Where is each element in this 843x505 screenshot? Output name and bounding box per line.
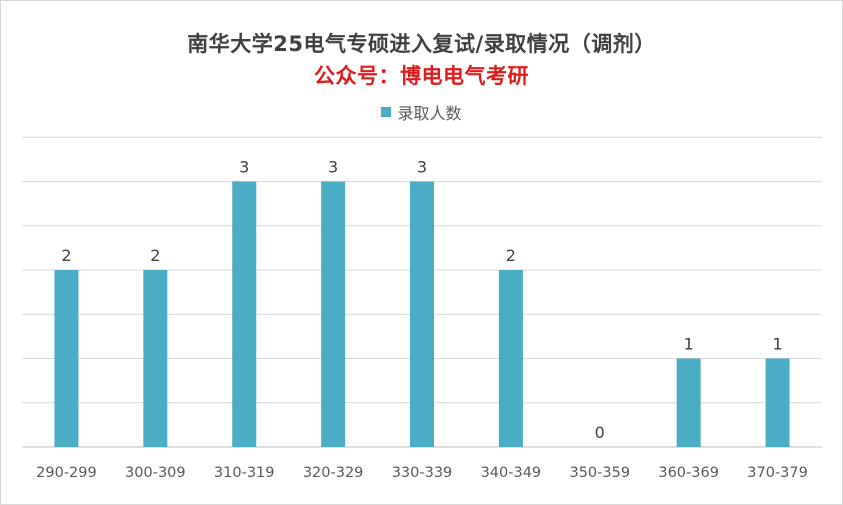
- data-label: 3: [417, 158, 427, 177]
- data-label: 1: [772, 335, 782, 354]
- x-tick-label: 310-319: [214, 465, 275, 481]
- data-label: 2: [150, 246, 160, 265]
- bar: [765, 358, 790, 447]
- x-tick-label: 330-339: [392, 465, 453, 481]
- legend-label: 录取人数: [397, 104, 462, 123]
- x-tick-label: 320-329: [303, 465, 364, 481]
- bar: [676, 358, 701, 447]
- bar: [410, 181, 434, 447]
- data-label: 2: [61, 246, 71, 265]
- bar: [143, 270, 168, 447]
- bar: [232, 181, 257, 447]
- legend-swatch: [381, 107, 392, 117]
- x-tick-label: 290-299: [36, 465, 97, 481]
- chart-title-text: 南华大学25电气专硕进入复试/录取情况（调剂）: [187, 32, 656, 56]
- data-label: 1: [684, 335, 694, 354]
- chart-subtitle-text: 公众号：博电电气考研: [314, 64, 529, 88]
- data-label: 0: [595, 423, 605, 442]
- x-tick-label: 340-349: [481, 465, 542, 481]
- bar: [54, 270, 79, 447]
- bar: [321, 181, 346, 447]
- x-tick-label: 350-359: [569, 465, 630, 481]
- chart-legend: 录取人数: [0, 101, 843, 123]
- data-label: 2: [506, 246, 516, 265]
- x-tick-label: 370-379: [747, 465, 808, 481]
- x-tick-label: 360-369: [658, 465, 719, 481]
- chart-title: 南华大学25电气专硕进入复试/录取情况（调剂）: [0, 28, 843, 58]
- data-label: 3: [328, 158, 338, 177]
- data-label: 3: [239, 158, 249, 177]
- bar: [498, 270, 523, 447]
- x-tick-label: 300-309: [125, 465, 186, 481]
- chart-subtitle: 公众号：博电电气考研: [0, 60, 843, 90]
